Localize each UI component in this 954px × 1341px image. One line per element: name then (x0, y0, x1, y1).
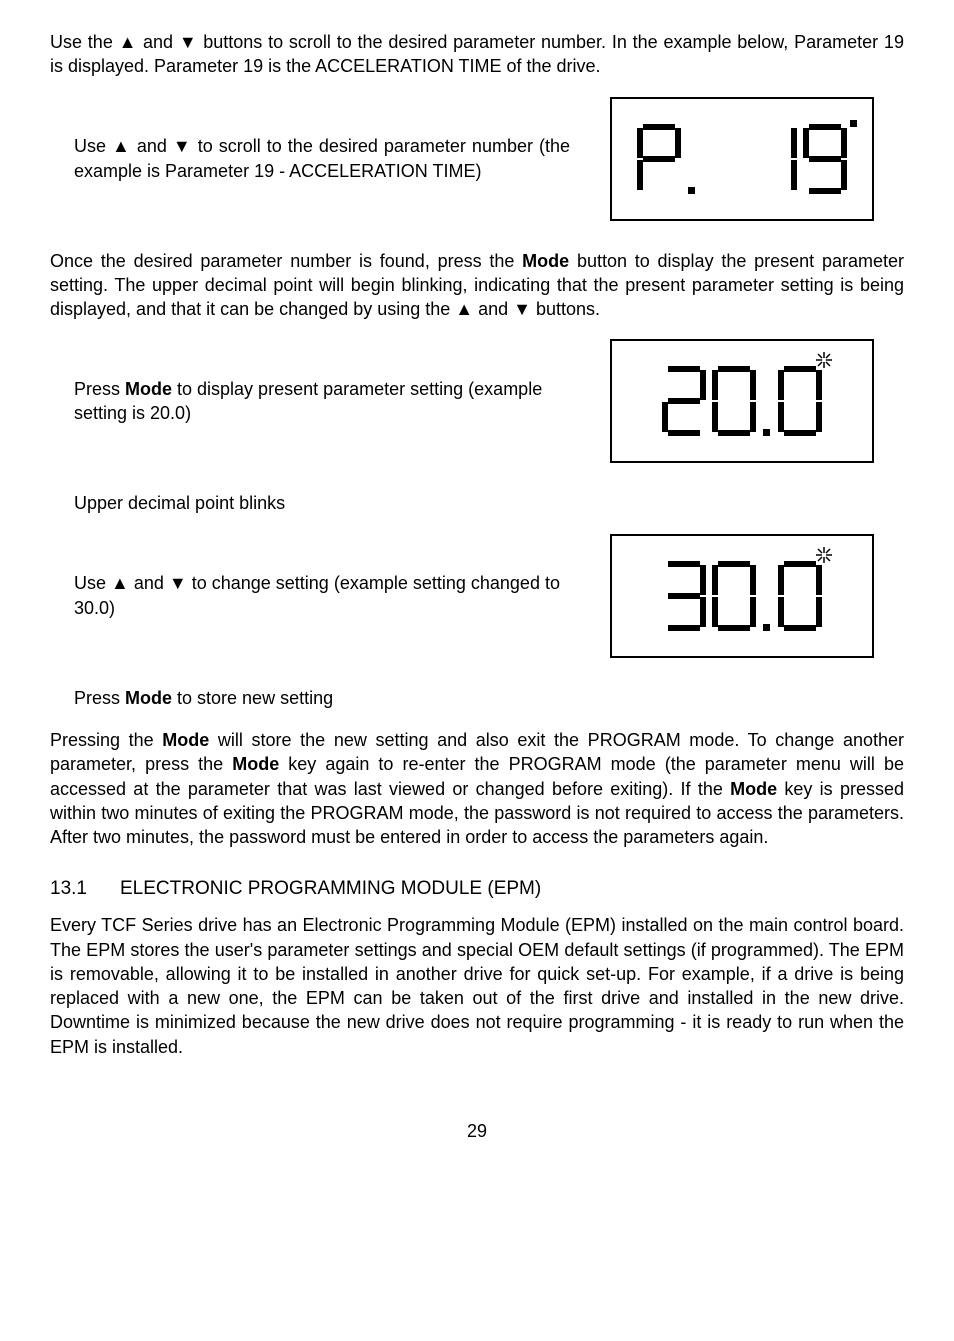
display-p19 (610, 97, 874, 221)
text: Pressing the (50, 730, 162, 750)
pressing-paragraph: Pressing the Mode will store the new set… (50, 728, 904, 849)
down-icon: ▼ (513, 299, 531, 319)
text: Use (74, 136, 112, 156)
mode-label: Mode (522, 251, 569, 271)
step-change-setting: Use ▲ and ▼ to change setting (example s… (50, 534, 904, 658)
mode-label: Mode (125, 688, 172, 708)
step-scroll-parameter: Use ▲ and ▼ to scroll to the desired par… (50, 97, 904, 221)
text: Once the desired parameter number is fou… (50, 251, 522, 271)
heading-number: 13.1 (50, 876, 120, 902)
section-heading: 13.1ELECTRONIC PROGRAMMING MODULE (EPM) (50, 876, 904, 902)
mode-label: Mode (162, 730, 209, 750)
down-icon: ▼ (173, 136, 192, 156)
display-30 (610, 534, 874, 658)
step-store-setting: Press Mode to store new setting (50, 686, 904, 710)
down-icon: ▼ (179, 32, 198, 52)
step-text: Use ▲ and ▼ to scroll to the desired par… (50, 134, 610, 183)
text: Use (74, 573, 111, 593)
text: Press (74, 379, 125, 399)
mode-label: Mode (125, 379, 172, 399)
text: buttons. (531, 299, 600, 319)
text: and (137, 32, 179, 52)
heading-title: ELECTRONIC PROGRAMMING MODULE (EPM) (120, 878, 541, 899)
up-icon: ▲ (111, 573, 129, 593)
text: and (473, 299, 513, 319)
text: Press (74, 688, 125, 708)
text: Use the (50, 32, 119, 52)
down-icon: ▼ (169, 573, 187, 593)
page-number: 29 (50, 1119, 904, 1143)
intro-paragraph: Use the ▲ and ▼ buttons to scroll to the… (50, 30, 904, 79)
upper-blinks-text: Upper decimal point blinks (50, 491, 904, 515)
up-icon: ▲ (119, 32, 138, 52)
epm-paragraph: Every TCF Series drive has an Electronic… (50, 913, 904, 1059)
text: and (131, 136, 173, 156)
up-icon: ▲ (455, 299, 473, 319)
up-icon: ▲ (112, 136, 131, 156)
text: and (129, 573, 169, 593)
mode-label: Mode (730, 779, 777, 799)
mode-label: Mode (232, 754, 279, 774)
step-text: Use ▲ and ▼ to change setting (example s… (50, 571, 610, 620)
step-text: Press Mode to display present parameter … (50, 377, 610, 426)
display-20 (610, 339, 874, 463)
text: to store new setting (172, 688, 333, 708)
once-paragraph: Once the desired parameter number is fou… (50, 249, 904, 322)
step-display-setting: Press Mode to display present parameter … (50, 339, 904, 463)
